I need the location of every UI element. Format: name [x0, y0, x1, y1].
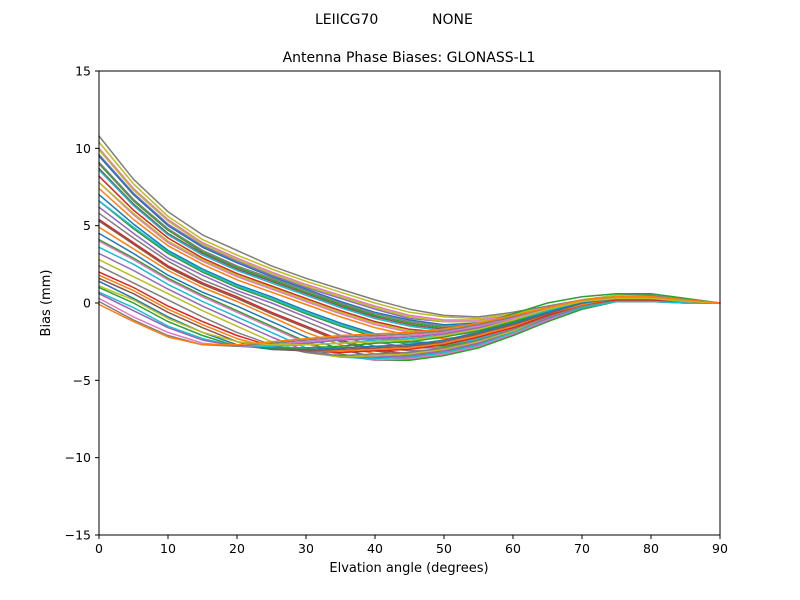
- x-tick-label: 10: [160, 541, 176, 556]
- x-tick-label: 20: [229, 541, 245, 556]
- y-axis-label: Bias (mm): [39, 270, 54, 337]
- series-line-7: [98, 163, 721, 329]
- y-tick-label: 5: [83, 218, 91, 233]
- series-layer: [98, 135, 721, 361]
- y-tick-label: −15: [65, 528, 91, 543]
- x-tick-label: 80: [643, 541, 659, 556]
- x-tick-label: 50: [436, 541, 452, 556]
- x-tick-label: 90: [712, 541, 728, 556]
- axes-layer: 0 10 20 30 40 50 60 70 80 90 −15 −10 −5 0 5 10 15: [65, 64, 728, 557]
- x-tick-label: 70: [574, 541, 590, 556]
- x-axis-label: Elvation angle (degrees): [329, 561, 488, 576]
- x-tick-label: 40: [367, 541, 383, 556]
- x-tick-label: 60: [505, 541, 521, 556]
- y-tick-label: −5: [73, 373, 91, 388]
- x-tick-label: 30: [298, 541, 314, 556]
- series-line-26: [98, 246, 721, 360]
- series-line-2: [98, 141, 721, 320]
- suptitle-station: LEIICG70: [315, 12, 378, 28]
- x-tick-label: 0: [95, 541, 103, 556]
- series-line-39: [98, 285, 721, 346]
- series-line-30: [98, 271, 721, 354]
- y-tick-label: −10: [65, 450, 91, 465]
- series-line-40: [98, 296, 721, 346]
- chart-title: Antenna Phase Biases: GLONASS-L1: [283, 50, 536, 66]
- y-tick-label: 0: [83, 296, 91, 311]
- suptitle-radome: NONE: [432, 12, 473, 28]
- y-tick-label: 15: [75, 64, 91, 79]
- y-tick-label: 10: [75, 141, 91, 156]
